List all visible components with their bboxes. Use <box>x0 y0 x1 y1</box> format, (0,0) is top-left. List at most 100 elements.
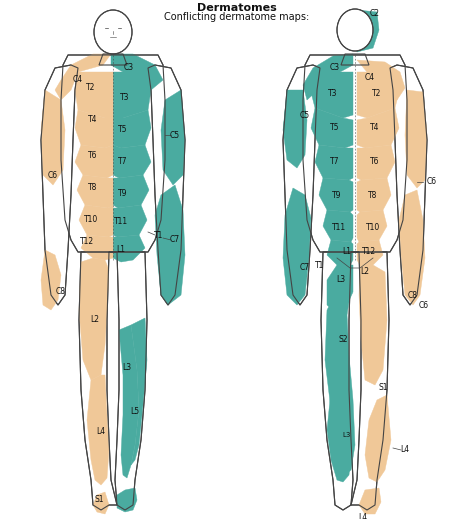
Text: T11: T11 <box>332 224 346 233</box>
Text: T5: T5 <box>118 126 128 134</box>
Text: C7: C7 <box>300 264 310 272</box>
Text: S1: S1 <box>378 384 388 392</box>
Polygon shape <box>79 258 109 380</box>
Text: C3: C3 <box>124 62 134 72</box>
Polygon shape <box>303 55 407 252</box>
Text: C5: C5 <box>170 130 180 140</box>
Text: C7: C7 <box>170 236 180 244</box>
Polygon shape <box>359 488 381 514</box>
Text: T11: T11 <box>114 217 128 226</box>
Polygon shape <box>327 265 353 312</box>
Polygon shape <box>310 72 353 118</box>
Text: L4: L4 <box>96 428 106 436</box>
Polygon shape <box>283 90 307 168</box>
Polygon shape <box>357 240 383 265</box>
Polygon shape <box>55 54 111 100</box>
Polygon shape <box>113 205 147 237</box>
Polygon shape <box>113 252 147 510</box>
Text: L3: L3 <box>343 432 351 438</box>
Text: L3: L3 <box>337 276 346 284</box>
Polygon shape <box>93 492 109 514</box>
Text: C6: C6 <box>427 177 437 186</box>
Text: L5: L5 <box>130 407 139 417</box>
Polygon shape <box>111 54 163 90</box>
Polygon shape <box>355 10 379 52</box>
Polygon shape <box>113 72 151 118</box>
Ellipse shape <box>94 10 132 54</box>
Polygon shape <box>77 175 113 208</box>
Text: T5: T5 <box>330 124 340 132</box>
Text: T9: T9 <box>332 190 342 199</box>
Text: Conflicting dermatome maps:: Conflicting dermatome maps: <box>164 12 310 22</box>
Polygon shape <box>283 188 311 305</box>
Polygon shape <box>81 235 113 260</box>
Polygon shape <box>390 65 427 305</box>
Polygon shape <box>319 178 353 212</box>
Polygon shape <box>311 108 353 148</box>
Polygon shape <box>357 72 400 118</box>
Polygon shape <box>119 325 139 478</box>
Polygon shape <box>117 488 137 512</box>
Text: T2: T2 <box>372 89 382 98</box>
Text: C4: C4 <box>365 74 375 83</box>
Text: C6: C6 <box>419 301 429 309</box>
Polygon shape <box>315 145 353 180</box>
Polygon shape <box>148 65 185 305</box>
Text: C3: C3 <box>330 63 340 73</box>
Polygon shape <box>41 250 61 310</box>
Text: C5: C5 <box>300 111 310 119</box>
Text: L4: L4 <box>358 513 367 519</box>
Polygon shape <box>351 252 389 510</box>
Polygon shape <box>161 90 185 185</box>
Polygon shape <box>41 65 78 305</box>
Polygon shape <box>113 110 151 148</box>
Text: T2: T2 <box>86 84 96 92</box>
Text: T1: T1 <box>315 261 325 269</box>
Polygon shape <box>131 318 147 465</box>
Polygon shape <box>75 110 113 148</box>
Text: T6: T6 <box>88 151 98 159</box>
Polygon shape <box>405 90 427 188</box>
Polygon shape <box>283 65 320 305</box>
Text: T6: T6 <box>370 157 380 167</box>
Text: L2: L2 <box>91 316 100 324</box>
Polygon shape <box>357 60 405 100</box>
Text: T3: T3 <box>328 89 338 98</box>
Polygon shape <box>303 54 353 100</box>
Polygon shape <box>321 252 355 510</box>
Text: T10: T10 <box>366 224 380 233</box>
Text: L2: L2 <box>361 267 370 277</box>
Text: T12: T12 <box>362 248 376 256</box>
Text: T8: T8 <box>368 190 378 199</box>
Polygon shape <box>79 205 113 237</box>
Polygon shape <box>357 210 387 242</box>
Text: C8: C8 <box>408 291 418 299</box>
Polygon shape <box>357 145 395 180</box>
Text: L1: L1 <box>117 245 126 254</box>
Polygon shape <box>323 210 353 242</box>
Text: C2: C2 <box>370 9 380 19</box>
Polygon shape <box>359 265 387 385</box>
Polygon shape <box>79 252 117 510</box>
Polygon shape <box>365 395 391 482</box>
Polygon shape <box>325 292 355 475</box>
Polygon shape <box>155 185 185 305</box>
Text: C6: C6 <box>48 171 58 180</box>
Polygon shape <box>113 235 145 262</box>
Text: L1: L1 <box>343 248 352 256</box>
Text: T4: T4 <box>370 124 380 132</box>
Text: C4: C4 <box>73 75 83 85</box>
Polygon shape <box>113 175 149 208</box>
Polygon shape <box>75 72 113 118</box>
Text: T9: T9 <box>118 188 128 198</box>
Text: S2: S2 <box>338 335 348 345</box>
Text: L4: L4 <box>401 445 410 455</box>
Polygon shape <box>75 145 113 178</box>
Polygon shape <box>327 390 351 482</box>
Text: T12: T12 <box>80 238 94 247</box>
Text: T8: T8 <box>88 184 98 193</box>
Text: T7: T7 <box>330 157 340 167</box>
Text: Dermatomes: Dermatomes <box>197 3 277 13</box>
Polygon shape <box>327 240 353 265</box>
Text: S1: S1 <box>94 496 104 504</box>
